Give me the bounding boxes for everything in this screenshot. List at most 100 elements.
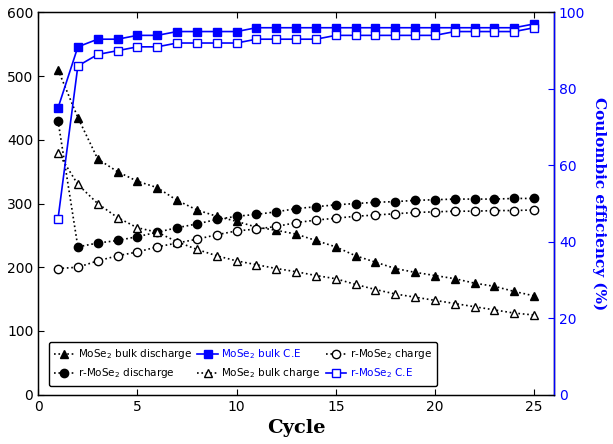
r-MoSe$_2$ charge xyxy=(292,220,300,225)
Line: r-MoSe$_2$ charge: r-MoSe$_2$ charge xyxy=(54,206,538,273)
r-MoSe$_2$ C.E xyxy=(173,40,181,46)
r-MoSe$_2$ charge xyxy=(134,249,141,254)
r-MoSe$_2$ C.E xyxy=(134,44,141,49)
MoSe$_2$ bulk charge xyxy=(432,297,439,303)
MoSe$_2$ bulk charge xyxy=(332,276,340,281)
r-MoSe$_2$ charge xyxy=(332,215,340,221)
r-MoSe$_2$ charge xyxy=(253,226,260,232)
MoSe$_2$ bulk charge xyxy=(213,253,221,258)
MoSe$_2$ bulk C.E xyxy=(530,21,538,27)
r-MoSe$_2$ charge xyxy=(352,214,359,219)
r-MoSe$_2$ discharge xyxy=(371,200,379,205)
MoSe$_2$ bulk charge xyxy=(134,225,141,230)
r-MoSe$_2$ charge xyxy=(74,265,82,270)
r-MoSe$_2$ discharge xyxy=(253,212,260,217)
r-MoSe$_2$ charge xyxy=(153,244,161,250)
MoSe$_2$ bulk discharge xyxy=(471,281,478,286)
MoSe$_2$ bulk charge xyxy=(193,247,200,252)
MoSe$_2$ bulk discharge xyxy=(134,178,141,184)
r-MoSe$_2$ discharge xyxy=(273,209,280,214)
MoSe$_2$ bulk discharge xyxy=(530,293,538,298)
MoSe$_2$ bulk discharge xyxy=(114,169,121,174)
r-MoSe$_2$ discharge xyxy=(134,234,141,239)
MoSe$_2$ bulk charge xyxy=(530,312,538,317)
r-MoSe$_2$ C.E xyxy=(213,40,221,46)
MoSe$_2$ bulk discharge xyxy=(432,273,439,278)
MoSe$_2$ bulk discharge xyxy=(312,238,319,243)
MoSe$_2$ bulk discharge xyxy=(352,253,359,258)
Line: MoSe$_2$ bulk C.E: MoSe$_2$ bulk C.E xyxy=(54,20,538,112)
r-MoSe$_2$ charge xyxy=(432,209,439,214)
r-MoSe$_2$ charge xyxy=(411,210,419,215)
r-MoSe$_2$ discharge xyxy=(213,217,221,222)
MoSe$_2$ bulk C.E xyxy=(134,33,141,38)
MoSe$_2$ bulk charge xyxy=(352,282,359,287)
MoSe$_2$ bulk charge xyxy=(55,150,62,155)
r-MoSe$_2$ discharge xyxy=(193,221,200,226)
Y-axis label: Coulombic efficiency (%): Coulombic efficiency (%) xyxy=(592,97,606,310)
MoSe$_2$ bulk discharge xyxy=(511,289,518,294)
r-MoSe$_2$ C.E xyxy=(491,29,498,34)
r-MoSe$_2$ discharge xyxy=(312,204,319,210)
r-MoSe$_2$ charge xyxy=(114,253,121,258)
r-MoSe$_2$ discharge xyxy=(114,238,121,243)
Line: MoSe$_2$ bulk discharge: MoSe$_2$ bulk discharge xyxy=(54,66,538,300)
r-MoSe$_2$ C.E xyxy=(273,36,280,42)
r-MoSe$_2$ discharge xyxy=(74,244,82,250)
r-MoSe$_2$ charge xyxy=(55,266,62,271)
r-MoSe$_2$ C.E xyxy=(471,29,478,34)
MoSe$_2$ bulk charge xyxy=(94,201,101,206)
Line: r-MoSe$_2$ C.E: r-MoSe$_2$ C.E xyxy=(54,24,538,223)
X-axis label: Cycle: Cycle xyxy=(267,419,326,437)
r-MoSe$_2$ charge xyxy=(491,208,498,213)
Line: MoSe$_2$ bulk charge: MoSe$_2$ bulk charge xyxy=(54,148,538,319)
MoSe$_2$ bulk charge xyxy=(312,273,319,278)
r-MoSe$_2$ discharge xyxy=(471,196,478,202)
MoSe$_2$ bulk charge xyxy=(114,215,121,220)
r-MoSe$_2$ C.E xyxy=(253,36,260,42)
MoSe$_2$ bulk discharge xyxy=(94,156,101,162)
MoSe$_2$ bulk charge xyxy=(491,307,498,313)
MoSe$_2$ bulk C.E xyxy=(253,25,260,30)
r-MoSe$_2$ C.E xyxy=(292,36,300,42)
r-MoSe$_2$ C.E xyxy=(451,29,459,34)
r-MoSe$_2$ discharge xyxy=(352,201,359,206)
MoSe$_2$ bulk charge xyxy=(253,262,260,267)
MoSe$_2$ bulk C.E xyxy=(173,29,181,34)
r-MoSe$_2$ discharge xyxy=(451,196,459,202)
MoSe$_2$ bulk charge xyxy=(292,269,300,274)
MoSe$_2$ bulk discharge xyxy=(392,266,399,271)
MoSe$_2$ bulk discharge xyxy=(253,225,260,230)
r-MoSe$_2$ C.E xyxy=(55,216,62,222)
r-MoSe$_2$ discharge xyxy=(411,198,419,203)
MoSe$_2$ bulk C.E xyxy=(511,25,518,30)
MoSe$_2$ bulk charge xyxy=(233,258,240,264)
r-MoSe$_2$ C.E xyxy=(94,52,101,57)
r-MoSe$_2$ charge xyxy=(94,258,101,264)
r-MoSe$_2$ C.E xyxy=(392,33,399,38)
r-MoSe$_2$ charge xyxy=(530,207,538,213)
MoSe$_2$ bulk C.E xyxy=(471,25,478,30)
MoSe$_2$ bulk C.E xyxy=(371,25,379,30)
MoSe$_2$ bulk charge xyxy=(371,287,379,292)
MoSe$_2$ bulk discharge xyxy=(332,244,340,250)
MoSe$_2$ bulk C.E xyxy=(352,25,359,30)
MoSe$_2$ bulk discharge xyxy=(273,228,280,233)
MoSe$_2$ bulk charge xyxy=(392,291,399,297)
MoSe$_2$ bulk charge xyxy=(173,239,181,245)
MoSe$_2$ bulk C.E xyxy=(153,33,161,38)
r-MoSe$_2$ discharge xyxy=(173,225,181,230)
MoSe$_2$ bulk charge xyxy=(411,294,419,300)
r-MoSe$_2$ C.E xyxy=(411,33,419,38)
r-MoSe$_2$ discharge xyxy=(392,199,399,204)
r-MoSe$_2$ C.E xyxy=(193,40,200,46)
MoSe$_2$ bulk charge xyxy=(471,304,478,309)
MoSe$_2$ bulk C.E xyxy=(55,105,62,111)
r-MoSe$_2$ charge xyxy=(193,237,200,242)
r-MoSe$_2$ charge xyxy=(312,218,319,223)
r-MoSe$_2$ discharge xyxy=(153,230,161,235)
MoSe$_2$ bulk C.E xyxy=(491,25,498,30)
r-MoSe$_2$ discharge xyxy=(332,202,340,207)
MoSe$_2$ bulk discharge xyxy=(233,219,240,224)
MoSe$_2$ bulk discharge xyxy=(193,207,200,213)
